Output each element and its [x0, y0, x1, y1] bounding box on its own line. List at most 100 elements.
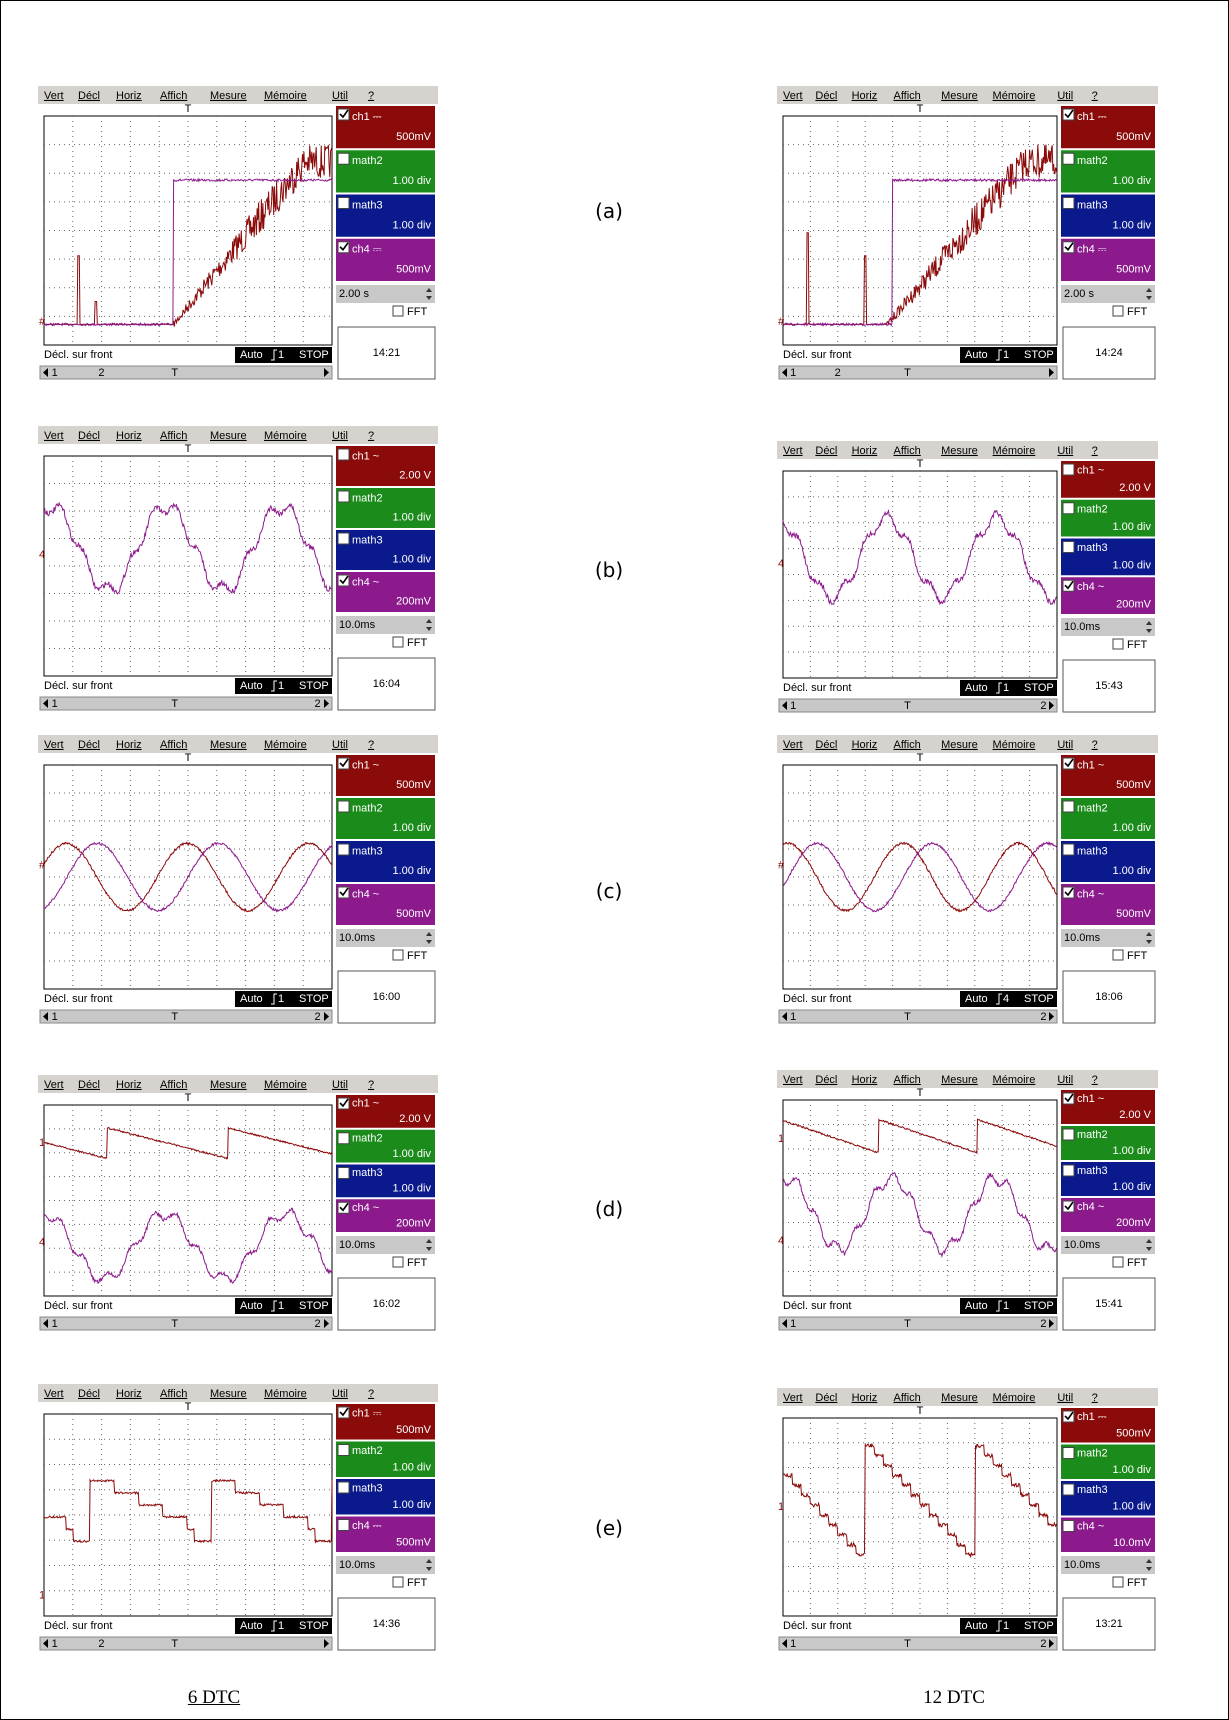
menu-item[interactable]: Horiz — [116, 739, 142, 751]
menu-item[interactable]: Util — [332, 430, 348, 442]
menu-item[interactable]: Horiz — [852, 739, 878, 751]
channel-checkbox[interactable] — [1063, 1129, 1074, 1140]
channel-checkbox[interactable] — [1063, 844, 1074, 855]
menu-item[interactable]: Mesure — [210, 1079, 247, 1091]
menu-item[interactable]: Mesure — [941, 1074, 978, 1086]
menu-item[interactable]: Mesure — [210, 430, 247, 442]
menu-item[interactable]: Décl — [815, 1392, 837, 1404]
menu-item[interactable]: Affich — [893, 90, 920, 102]
menu-item[interactable]: Mesure — [210, 90, 247, 102]
channel-checkbox[interactable] — [1063, 1448, 1074, 1459]
fft-checkbox[interactable] — [1113, 639, 1123, 649]
fft-checkbox[interactable] — [393, 306, 403, 316]
fft-checkbox[interactable] — [1113, 950, 1123, 960]
menu-item[interactable]: Horiz — [852, 1074, 878, 1086]
menu-item[interactable]: Affich — [160, 430, 187, 442]
menu-item[interactable]: Affich — [893, 1074, 920, 1086]
fft-checkbox[interactable] — [393, 1577, 403, 1587]
fft-checkbox[interactable] — [393, 637, 403, 647]
fft-checkbox[interactable] — [1113, 1257, 1123, 1267]
menu-item[interactable]: Décl — [815, 739, 837, 751]
menu-item[interactable]: Util — [332, 90, 348, 102]
channel-checkbox[interactable] — [338, 533, 349, 544]
menu-item[interactable]: Affich — [893, 1392, 920, 1404]
menu-item[interactable]: Décl — [78, 430, 100, 442]
menu-item[interactable]: Horiz — [852, 1392, 878, 1404]
channel-checkbox[interactable] — [1063, 464, 1074, 475]
channel-checkbox[interactable] — [338, 153, 349, 164]
fft-checkbox[interactable] — [1113, 1577, 1123, 1587]
menu-item[interactable]: Vert — [44, 430, 64, 442]
menu-item[interactable]: Util — [1057, 445, 1073, 457]
menu-item[interactable]: Affich — [160, 1079, 187, 1091]
menu-item[interactable]: ? — [368, 90, 374, 102]
channel-checkbox[interactable] — [1063, 801, 1074, 812]
channel-checkbox[interactable] — [1063, 1484, 1074, 1495]
menu-item[interactable]: Affich — [893, 739, 920, 751]
menu-item[interactable]: Util — [1057, 739, 1073, 751]
menu-item[interactable]: Vert — [783, 739, 803, 751]
fft-checkbox[interactable] — [393, 950, 403, 960]
menu-item[interactable]: Vert — [783, 445, 803, 457]
menu-item[interactable]: Mémoire — [264, 90, 307, 102]
menu-item[interactable]: ? — [368, 1079, 374, 1091]
menu-item[interactable]: Mémoire — [264, 430, 307, 442]
menu-item[interactable]: Vert — [44, 1079, 64, 1091]
menu-item[interactable]: ? — [1092, 445, 1098, 457]
fft-checkbox[interactable] — [393, 1257, 403, 1267]
menu-item[interactable]: ? — [368, 739, 374, 751]
menu-item[interactable]: Horiz — [116, 90, 142, 102]
menu-item[interactable]: Vert — [44, 1388, 64, 1400]
menu-item[interactable]: Décl — [815, 90, 837, 102]
menu-item[interactable]: Horiz — [852, 445, 878, 457]
menu-item[interactable]: Mémoire — [993, 739, 1036, 751]
menu-item[interactable]: Util — [1057, 1392, 1073, 1404]
menu-item[interactable]: Mesure — [941, 90, 978, 102]
menu-item[interactable]: Affich — [160, 1388, 187, 1400]
channel-checkbox[interactable] — [338, 1520, 349, 1531]
channel-checkbox[interactable] — [338, 1133, 349, 1144]
channel-checkbox[interactable] — [338, 198, 349, 209]
menu-item[interactable]: Horiz — [116, 1388, 142, 1400]
menu-item[interactable]: Mémoire — [264, 1388, 307, 1400]
channel-checkbox[interactable] — [1063, 198, 1074, 209]
menu-item[interactable]: Décl — [78, 1079, 100, 1091]
menu-item[interactable]: Mesure — [941, 739, 978, 751]
menu-item[interactable]: Vert — [44, 90, 64, 102]
menu-item[interactable]: Mémoire — [264, 739, 307, 751]
channel-checkbox[interactable] — [338, 491, 349, 502]
menu-item[interactable]: Affich — [160, 90, 187, 102]
menu-item[interactable]: Mémoire — [993, 1392, 1036, 1404]
menu-item[interactable]: Vert — [783, 1074, 803, 1086]
channel-checkbox[interactable] — [338, 1445, 349, 1456]
channel-checkbox[interactable] — [1063, 542, 1074, 553]
menu-item[interactable]: Mémoire — [264, 1079, 307, 1091]
menu-item[interactable]: Mémoire — [993, 445, 1036, 457]
channel-checkbox[interactable] — [1063, 1165, 1074, 1176]
menu-item[interactable]: Décl — [78, 1388, 100, 1400]
menu-item[interactable]: Util — [1057, 90, 1073, 102]
menu-item[interactable]: Affich — [893, 445, 920, 457]
menu-item[interactable]: Décl — [815, 1074, 837, 1086]
menu-item[interactable]: Util — [332, 739, 348, 751]
menu-item[interactable]: Horiz — [116, 430, 142, 442]
menu-item[interactable]: ? — [368, 430, 374, 442]
menu-item[interactable]: Vert — [783, 90, 803, 102]
channel-checkbox[interactable] — [338, 449, 349, 460]
menu-item[interactable]: Mesure — [210, 739, 247, 751]
menu-item[interactable]: ? — [1092, 90, 1098, 102]
menu-item[interactable]: Util — [1057, 1074, 1073, 1086]
menu-item[interactable]: Mesure — [941, 1392, 978, 1404]
menu-item[interactable]: Décl — [78, 90, 100, 102]
menu-item[interactable]: Affich — [160, 739, 187, 751]
channel-checkbox[interactable] — [338, 1168, 349, 1179]
menu-item[interactable]: Util — [332, 1388, 348, 1400]
menu-item[interactable]: Décl — [815, 445, 837, 457]
channel-checkbox[interactable] — [1063, 1521, 1074, 1532]
menu-item[interactable]: ? — [368, 1388, 374, 1400]
menu-item[interactable]: ? — [1092, 1392, 1098, 1404]
menu-item[interactable]: ? — [1092, 1074, 1098, 1086]
menu-item[interactable]: Horiz — [116, 1079, 142, 1091]
menu-item[interactable]: Vert — [783, 1392, 803, 1404]
channel-checkbox[interactable] — [1063, 153, 1074, 164]
